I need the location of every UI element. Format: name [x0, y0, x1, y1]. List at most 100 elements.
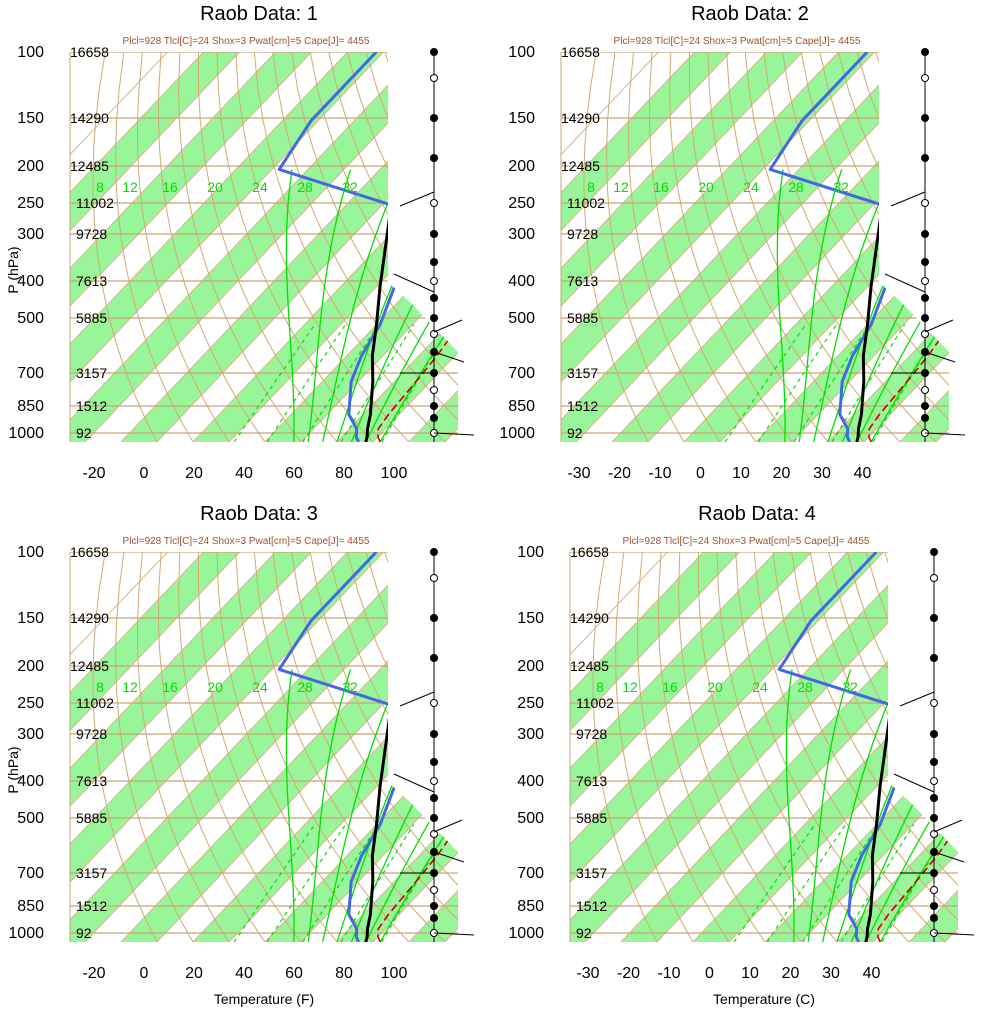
- wind-barb-dot: [431, 815, 438, 822]
- y-tick-label: 300: [17, 726, 44, 743]
- wind-barb-dot: [922, 75, 929, 82]
- y-tick-label: 400: [17, 773, 44, 790]
- wind-barb-dot: [931, 903, 938, 910]
- x-tick-label: 30: [813, 465, 831, 482]
- height-label: 9728: [567, 226, 598, 242]
- mixing-ratio-label: 24: [252, 679, 268, 695]
- isotherm-band: [972, 52, 986, 442]
- wind-barb-dot: [931, 615, 938, 622]
- chart-subtitle: Plcl=928 Tlcl[C]=24 Shox=3 Pwat[cm]=5 Ca…: [123, 36, 370, 47]
- y-tick-label: 500: [508, 310, 535, 327]
- wind-barb-dot: [931, 815, 938, 822]
- wind-barb-dot: [931, 655, 938, 662]
- x-tick-label: 20: [185, 965, 203, 982]
- mixing-ratio-label: 20: [207, 179, 223, 195]
- x-tick-label: -20: [608, 465, 631, 482]
- wind-barb-dot: [431, 887, 438, 894]
- wind-barb-dot: [431, 778, 438, 785]
- wind-barb-dot: [922, 387, 929, 394]
- wind-barb-dot: [931, 575, 938, 582]
- y-tick-label: 850: [508, 398, 535, 415]
- isotherm-band: [837, 552, 986, 942]
- x-tick-label: 80: [335, 465, 353, 482]
- height-label: 5885: [76, 310, 107, 326]
- chart-title: Raob Data: 3: [200, 503, 318, 525]
- height-label: 92: [567, 425, 583, 441]
- x-tick-label: -20: [82, 965, 105, 982]
- wind-barb: [934, 820, 962, 832]
- mixing-ratio-label: 20: [207, 679, 223, 695]
- height-label: 7613: [567, 273, 598, 289]
- x-tick-label: 0: [705, 965, 714, 982]
- mixing-ratio-label: 16: [162, 179, 178, 195]
- height-label: 92: [76, 425, 92, 441]
- x-tick-label: 20: [185, 465, 203, 482]
- height-label: 16658: [70, 544, 109, 560]
- wind-barb-dot: [431, 231, 438, 238]
- y-tick-label: 250: [517, 695, 544, 712]
- y-tick-label: 100: [17, 44, 44, 61]
- wind-barb: [400, 692, 434, 706]
- x-tick-label: 20: [782, 965, 800, 982]
- dry-adiabat: [497, 52, 913, 442]
- height-label: 12485: [561, 158, 600, 174]
- wind-barb-dot: [922, 115, 929, 122]
- height-label: 3157: [567, 365, 598, 381]
- height-label: 92: [76, 925, 92, 941]
- isotherm-line: [873, 552, 986, 942]
- y-tick-label: 1000: [8, 925, 44, 942]
- wind-barb-dot: [431, 403, 438, 410]
- wind-barb-dot: [922, 415, 929, 422]
- wind-barb: [925, 320, 953, 332]
- wind-barb-dot: [931, 549, 938, 556]
- y-tick-label: 400: [17, 273, 44, 290]
- height-label: 16658: [70, 44, 109, 60]
- height-label: 1512: [76, 398, 107, 414]
- wind-barb: [894, 774, 934, 792]
- isotherm-line: [936, 52, 986, 442]
- chart-subtitle: Plcl=928 Tlcl[C]=24 Shox=3 Pwat[cm]=5 Ca…: [123, 536, 370, 547]
- mixing-ratio-label: 12: [122, 179, 138, 195]
- mixing-ratio-label: 8: [596, 679, 604, 695]
- height-label: 12485: [70, 658, 109, 674]
- mixing-ratio-label: 28: [297, 679, 313, 695]
- y-tick-label: 400: [508, 273, 535, 290]
- height-label: 16658: [561, 44, 600, 60]
- wind-barb-dot: [431, 915, 438, 922]
- x-tick-label: 0: [140, 465, 149, 482]
- wind-barb-dot: [922, 231, 929, 238]
- y-tick-label: 250: [17, 695, 44, 712]
- y-tick-label: 400: [517, 773, 544, 790]
- dry-adiabat: [932, 52, 986, 442]
- y-tick-label: 300: [17, 226, 44, 243]
- height-label: 1512: [576, 898, 607, 914]
- y-tick-label: 1000: [499, 425, 535, 442]
- dry-adiabat: [950, 52, 986, 442]
- x-tick-label: 30: [822, 965, 840, 982]
- mixing-ratio-label: 32: [842, 679, 858, 695]
- y-tick-label: 500: [517, 810, 544, 827]
- wind-barb: [885, 274, 925, 292]
- y-tick-label: 150: [517, 610, 544, 627]
- x-tick-label: -10: [657, 965, 680, 982]
- mixing-ratio-label: 8: [96, 179, 104, 195]
- wind-barb-dot: [931, 731, 938, 738]
- x-tick-label: 60: [285, 965, 303, 982]
- x-axis-label: Temperature (F): [214, 991, 314, 1007]
- wind-barb-dot: [431, 49, 438, 56]
- y-tick-label: 1000: [508, 925, 544, 942]
- wind-barb-dot: [431, 549, 438, 556]
- height-label: 9728: [76, 226, 107, 242]
- wind-barb-dot: [431, 278, 438, 285]
- mixing-ratio-label: 28: [797, 679, 813, 695]
- wind-barb-dot: [931, 915, 938, 922]
- wind-barb-dot: [431, 315, 438, 322]
- mixing-ratio-label: 16: [662, 679, 678, 695]
- wind-barb-dot: [431, 415, 438, 422]
- dry-adiabat: [922, 552, 986, 942]
- height-label: 3157: [76, 865, 107, 881]
- chart-title: Raob Data: 2: [691, 3, 809, 25]
- mixing-ratio-label: 12: [122, 679, 138, 695]
- wind-barb-dot: [922, 200, 929, 207]
- x-tick-label: -20: [82, 465, 105, 482]
